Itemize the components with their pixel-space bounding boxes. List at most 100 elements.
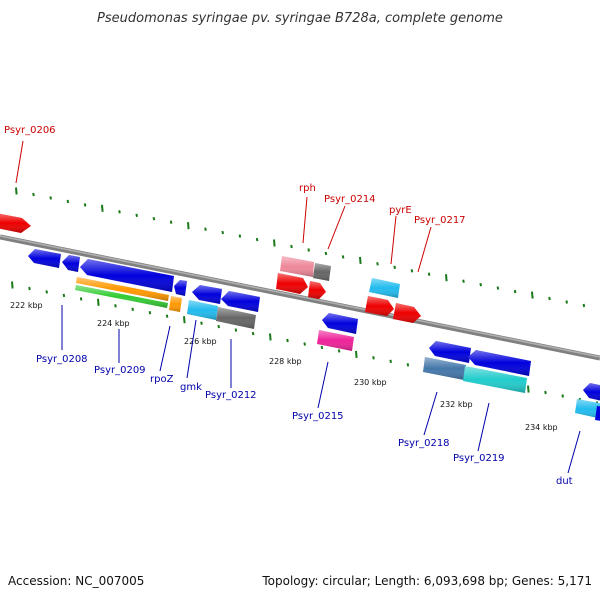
- outer-tick: [118, 210, 121, 214]
- outer-tick: [32, 192, 35, 197]
- scale-label-232: 232 kbp: [440, 400, 473, 409]
- forward-strand-genes: [0, 213, 421, 323]
- inner-tick: [79, 297, 83, 301]
- reverse-strand-genes: [28, 249, 600, 421]
- inner-tick: [337, 349, 341, 353]
- inner-tick: [527, 385, 530, 393]
- outer-tick: [152, 217, 156, 221]
- inner-tick: [286, 338, 289, 343]
- outer-tick: [221, 230, 224, 235]
- gene-psyr-0215-magenta[interactable]: [317, 330, 354, 351]
- outer-tick: [548, 296, 551, 301]
- gene-psyr-0217-arrow[interactable]: [393, 303, 421, 323]
- gene-psyr-0214-arrow[interactable]: [276, 273, 308, 294]
- outer-tick: [531, 291, 534, 299]
- reverse-gene-labels: Psyr_0208 Psyr_0209 rpoZ gmk Psyr_0212 P…: [36, 305, 581, 487]
- outer-tick: [169, 220, 173, 224]
- accession-text: Accession: NC_007005: [8, 574, 144, 588]
- gene-rph-arrow[interactable]: [280, 256, 314, 277]
- label-pyre[interactable]: pyrE: [389, 205, 412, 216]
- label-psyr-0219[interactable]: Psyr_0219: [453, 453, 505, 464]
- outer-tick: [427, 272, 431, 276]
- inner-tick: [28, 286, 31, 291]
- forward-gene-labels: Psyr_0206 rph Psyr_0214 pyrE Psyr_0217: [4, 125, 466, 273]
- inner-tick: [165, 314, 169, 318]
- outer-tick: [513, 289, 517, 294]
- outer-tick: [238, 234, 242, 238]
- outer-tick: [496, 286, 500, 290]
- inner-tick: [97, 298, 100, 306]
- scale-label-226: 226 kbp: [184, 337, 217, 346]
- label-psyr-0215[interactable]: Psyr_0215: [292, 411, 344, 422]
- inner-tick: [217, 324, 220, 329]
- outer-tick: [204, 227, 207, 231]
- gene-psyr-0209-arrow[interactable]: [80, 259, 174, 292]
- gene-psyr-0215-arrow[interactable]: [322, 313, 358, 334]
- gene-psyr-0212-gray[interactable]: [216, 307, 256, 329]
- outer-tick: [462, 279, 465, 283]
- inner-tick: [45, 290, 48, 294]
- inner-tick: [269, 333, 272, 341]
- gene-psyr-0206-arrow[interactable]: [0, 213, 31, 233]
- gene-psyr-0213-arrow[interactable]: [313, 263, 331, 281]
- outer-tick: [83, 203, 87, 207]
- gene-gmk-arrow[interactable]: [187, 300, 218, 320]
- inner-tick: [544, 390, 547, 395]
- label-psyr-0206[interactable]: Psyr_0206: [4, 125, 56, 136]
- inner-tick: [561, 394, 564, 398]
- outer-tick: [101, 204, 104, 212]
- scale-labels: 222 kbp 224 kbp 226 kbp 228 kbp 230 kbp …: [10, 301, 558, 432]
- inner-tick: [355, 350, 358, 358]
- gene-psyr-0208-arrow[interactable]: [62, 255, 80, 272]
- gene-psyr-0218-arrow[interactable]: [429, 341, 471, 363]
- gene-psyr-0216-arrow[interactable]: [365, 296, 394, 316]
- gene-psyr-0207-arrow[interactable]: [28, 249, 61, 268]
- gene-dut-cyan[interactable]: [575, 399, 600, 419]
- inner-tick: [389, 359, 392, 363]
- gene-psyr-0219-teal[interactable]: [463, 366, 527, 393]
- gene-psyr-0219-arrow[interactable]: [468, 350, 531, 376]
- outer-tick: [290, 244, 293, 249]
- outer-tick: [15, 187, 18, 195]
- inner-tick: [200, 321, 203, 325]
- label-psyr-0212[interactable]: Psyr_0212: [205, 390, 257, 401]
- label-gmk[interactable]: gmk: [180, 382, 202, 393]
- label-psyr-0217[interactable]: Psyr_0217: [414, 215, 466, 226]
- topology-summary: Topology: circular; Length: 6,093,698 bp…: [261, 574, 592, 588]
- label-psyr-0208[interactable]: Psyr_0208: [36, 354, 88, 365]
- gene-psyr-0214b-arrow[interactable]: [308, 281, 326, 299]
- outer-tick: [479, 283, 482, 287]
- gene-psyr-0211-arrow[interactable]: [192, 285, 222, 304]
- inner-tick: [406, 363, 410, 367]
- gene-pyre-arrow[interactable]: [369, 278, 400, 298]
- outer-tick: [255, 237, 259, 242]
- gene-psyr-0212-arrow[interactable]: [221, 291, 260, 312]
- scale-label-222: 222 kbp: [10, 301, 43, 310]
- inner-tick: [11, 281, 14, 289]
- outer-tick: [359, 256, 362, 264]
- outer-tick: [187, 222, 190, 230]
- inner-tick: [320, 345, 324, 350]
- gene-dut-arrow[interactable]: [583, 383, 600, 401]
- label-psyr-0218[interactable]: Psyr_0218: [398, 438, 450, 449]
- gene-rpoz-arrow[interactable]: [169, 296, 182, 312]
- gene-psyr-0209-orange-band[interactable]: [76, 277, 169, 301]
- label-rph[interactable]: rph: [299, 183, 316, 194]
- gene-psyr-0209-green-band[interactable]: [75, 285, 168, 308]
- label-psyr-0214[interactable]: Psyr_0214: [324, 194, 376, 205]
- outer-tick: [135, 213, 138, 217]
- gene-psyr-0218-steel[interactable]: [423, 357, 466, 380]
- label-psyr-0209[interactable]: Psyr_0209: [94, 365, 146, 376]
- gene-psyr-0210-arrow[interactable]: [174, 280, 187, 296]
- outer-tick-marks: [15, 187, 600, 309]
- label-dut[interactable]: dut: [556, 476, 573, 487]
- inner-tick: [131, 307, 134, 311]
- outer-tick: [565, 300, 568, 304]
- inner-tick: [303, 342, 306, 346]
- inner-tick: [251, 331, 255, 336]
- gene-dut-blue-small[interactable]: [595, 406, 600, 421]
- scale-label-224: 224 kbp: [97, 319, 130, 328]
- inner-tick: [372, 356, 375, 360]
- label-rpoz[interactable]: rpoZ: [150, 374, 174, 385]
